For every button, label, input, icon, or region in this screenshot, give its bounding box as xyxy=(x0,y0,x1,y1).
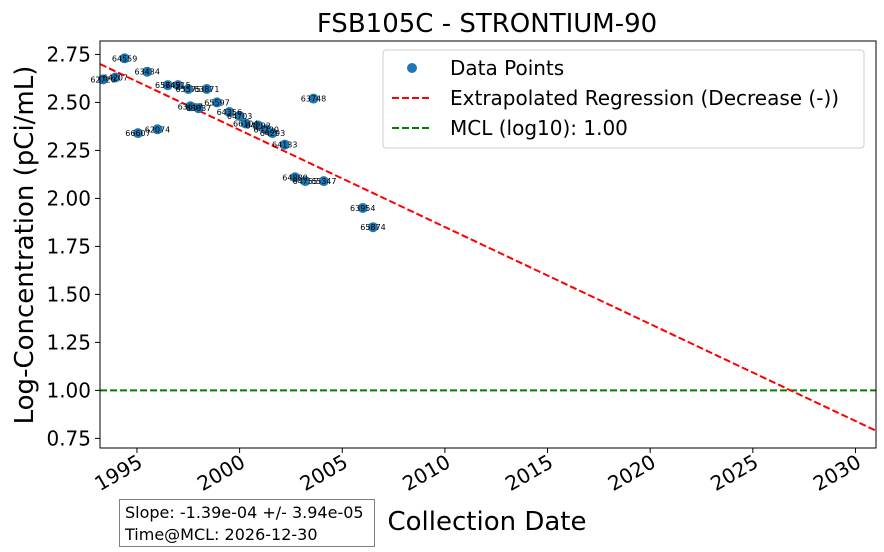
data-point-label: 66607 xyxy=(125,129,150,138)
data-point-label: 65575 xyxy=(176,85,201,94)
y-tick-label: 1.25 xyxy=(46,330,91,354)
y-tick-label: 1.00 xyxy=(46,378,91,402)
x-tick-label: 1995 xyxy=(90,450,146,496)
data-point-label: 64755 xyxy=(293,177,318,186)
data-point xyxy=(183,83,194,94)
data-point-label: 63954 xyxy=(350,204,375,213)
data-point-label: 62720 xyxy=(90,75,115,84)
data-point-label: 64559 xyxy=(112,54,137,63)
data-point xyxy=(152,124,163,135)
data-point xyxy=(300,176,311,187)
data-point-label: 63871 xyxy=(194,85,219,94)
y-tick-label: 1.75 xyxy=(46,234,91,258)
data-point-label: 65347 xyxy=(311,177,336,186)
y-tick-label: 2.00 xyxy=(46,186,91,210)
stats-box: Slope: -1.39e-04 +/- 3.94e-05 Time@MCL: … xyxy=(119,499,375,547)
data-point-label: 63748 xyxy=(301,95,326,104)
data-point xyxy=(173,80,184,91)
data-point-label: 63657 xyxy=(178,102,203,111)
data-point xyxy=(240,118,251,129)
data-point xyxy=(201,83,212,94)
data-point xyxy=(119,53,130,64)
data-point xyxy=(110,72,121,83)
data-point xyxy=(212,97,223,108)
legend: Data Points Extrapolated Regression (Dec… xyxy=(382,49,865,149)
data-point xyxy=(185,101,196,112)
legend-frame xyxy=(382,49,865,149)
data-point xyxy=(279,139,290,150)
x-tick-label: 2010 xyxy=(398,450,454,496)
data-point-label: 65745 xyxy=(155,81,180,90)
data-point xyxy=(224,107,235,118)
slope-text: Slope: -1.39e-04 +/- 3.94e-05 xyxy=(125,503,364,522)
x-tick-label: 2025 xyxy=(706,450,762,496)
y-tick-label: 0.75 xyxy=(46,426,91,450)
data-point-label: 64207 xyxy=(103,73,128,82)
data-point-label: 64915 xyxy=(165,81,190,90)
x-tick-label: 2005 xyxy=(296,450,352,496)
data-point-label: 64356 xyxy=(217,108,242,117)
x-axis-label: Collection Date xyxy=(387,507,586,537)
data-point xyxy=(357,203,368,214)
x-tick-label: 2000 xyxy=(193,450,249,496)
data-point xyxy=(267,128,278,139)
legend-label-data-points: Data Points xyxy=(450,56,564,80)
data-point-label: 64292 xyxy=(245,121,270,130)
y-tick-label: 2.25 xyxy=(46,138,91,162)
data-point-label: 64133 xyxy=(272,141,297,150)
data-point xyxy=(234,110,245,121)
data-point xyxy=(290,172,301,183)
regression-line xyxy=(100,63,876,432)
data-point-label: 64220 xyxy=(254,125,279,134)
y-axis-ticks: 0.75 1.00 1.25 1.50 1.75 2.00 2.25 2.50 2.75 xyxy=(46,42,100,450)
x-axis-ticks: 1995 2000 2005 2010 2015 2020 2025 2030 xyxy=(90,448,865,496)
data-point-label: 63837 xyxy=(186,104,211,113)
data-point-label: 65597 xyxy=(204,98,229,107)
data-point-label: 66104 xyxy=(233,120,258,129)
data-point xyxy=(318,176,329,187)
legend-label-mcl: MCL (log10): 1.00 xyxy=(450,116,628,140)
y-tick-label: 2.50 xyxy=(46,90,91,114)
data-point xyxy=(132,128,143,139)
chart-title: FSB105C - STRONTIUM-90 xyxy=(317,9,657,39)
x-tick-label: 2020 xyxy=(604,450,660,496)
data-point xyxy=(308,93,319,104)
data-point xyxy=(193,103,204,114)
y-tick-label: 2.75 xyxy=(46,42,91,66)
data-point-label: 64703 xyxy=(227,112,252,121)
y-tick-label: 1.50 xyxy=(46,282,91,306)
x-tick-label: 2030 xyxy=(809,450,865,496)
data-point-label: 64880 xyxy=(282,173,307,182)
legend-label-regression: Extrapolated Regression (Decrease (-)) xyxy=(450,86,839,110)
x-tick-label: 2015 xyxy=(501,450,557,496)
time-at-mcl-text: Time@MCL: 2026-12-30 xyxy=(125,525,318,544)
legend-marker-data-points xyxy=(407,63,417,73)
data-point xyxy=(98,74,109,85)
data-point xyxy=(368,222,379,233)
data-point xyxy=(162,80,173,91)
chart-marks xyxy=(98,53,876,432)
y-axis-label: Log-Concentration (pCi/mL) xyxy=(10,66,40,425)
data-point-label: 62074 xyxy=(145,125,170,134)
data-point-label: 65874 xyxy=(360,223,385,232)
data-point-label: 64293 xyxy=(260,129,285,138)
data-point xyxy=(253,120,264,131)
plot-frame xyxy=(99,40,877,449)
data-point xyxy=(142,66,153,77)
data-point-label: 63434 xyxy=(134,68,159,77)
